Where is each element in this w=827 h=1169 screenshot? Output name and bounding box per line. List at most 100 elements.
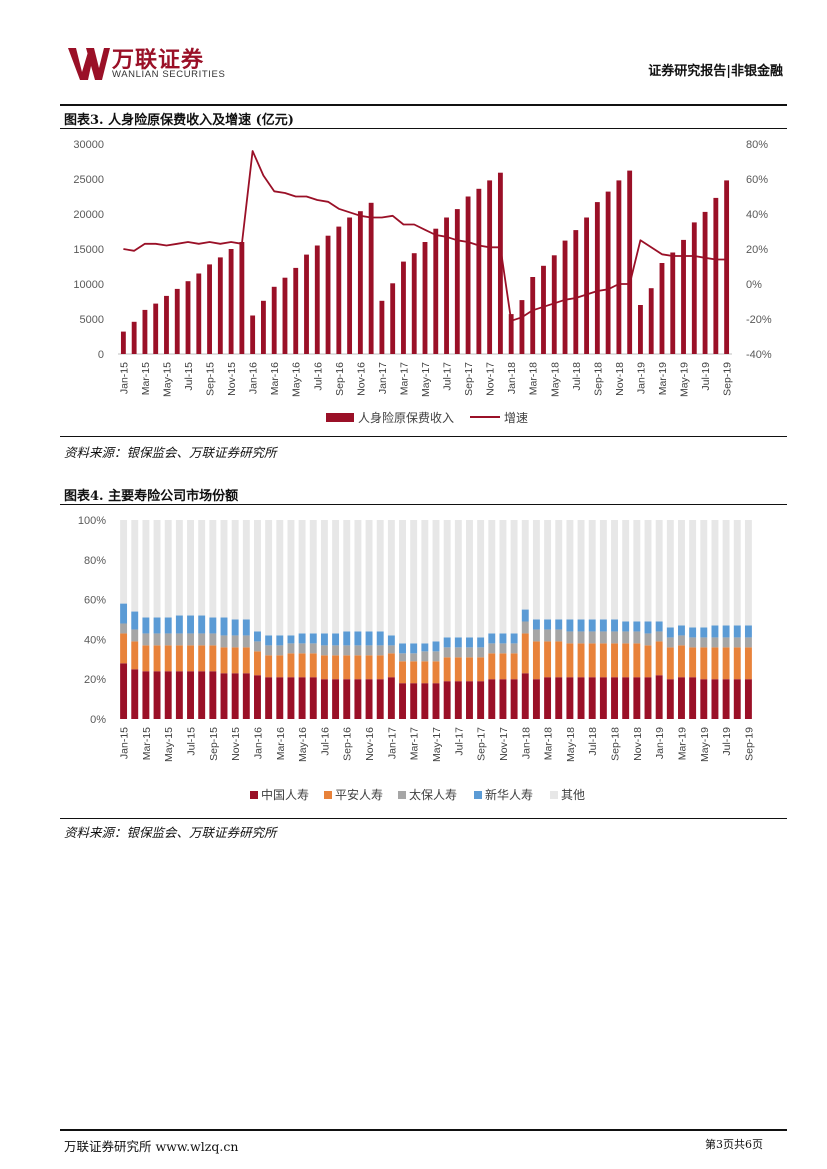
x-tick-label: Sep-16 [342,727,354,761]
share-segment-5 [744,520,752,626]
x-tick-label: Sep-18 [592,362,604,396]
share-segment-5 [332,520,340,634]
x-tick-label: Jul-17 [453,727,465,756]
share-segment-3 [421,651,429,662]
share-segment-5 [153,520,161,618]
page-header: 万联证券 WANLIAN SECURITIES 证券研究报告|非银金融 [60,40,787,104]
x-tick-label: May-17 [420,362,432,397]
legend-line-label: 增速 [504,411,528,425]
share-segment-2 [142,645,150,672]
share-segment-5 [689,520,697,628]
share-segment-3 [744,637,752,648]
share-segment-5 [399,520,406,644]
x-tick-label: Sep-19 [722,362,734,396]
share-segment-3 [588,631,596,644]
share-segment-3 [566,631,574,644]
share-segment-1 [399,683,406,719]
share-segment-1 [209,671,217,719]
share-segment-4 [365,631,373,646]
share-segment-5 [131,520,139,612]
share-segment-5 [343,520,351,632]
share-segment-4 [332,633,340,646]
premium-bar [282,277,288,354]
share-segment-1 [510,679,518,719]
x-tick-label: Jul-16 [319,727,331,756]
premium-bar [702,211,708,354]
y-axis-tick-label: 80% [84,555,106,567]
left-axis-tick-label: 30000 [73,139,104,151]
premium-bar [325,235,331,354]
share-segment-2 [410,661,418,684]
share-segment-3 [287,643,295,654]
share-segment-4 [287,635,295,644]
figure4-source: 资料来源：银保监会、万联证券研究所 [64,825,277,840]
premium-bar [401,261,406,354]
share-segment-4 [711,625,719,638]
premium-bar [390,283,396,354]
share-segment-4 [655,621,663,632]
share-segment-5 [577,520,585,620]
share-segment-1 [488,679,496,719]
share-segment-2 [521,633,529,674]
share-segment-5 [164,520,172,618]
premium-bar [648,288,654,354]
premium-bar [196,273,202,354]
premium-bar [530,277,536,354]
share-segment-4 [354,631,362,646]
share-segment-3 [666,637,674,648]
share-segment-5 [555,520,563,620]
share-segment-2 [220,647,228,674]
share-segment-5 [242,520,250,620]
share-segment-2 [689,647,697,678]
share-segment-3 [276,645,284,656]
premium-bar [260,300,266,354]
share-segment-1 [521,673,529,719]
share-segment-1 [254,675,261,719]
x-tick-label: Jan-17 [377,362,389,394]
share-segment-4 [454,637,462,648]
logo-english-name: WANLIAN SECURITIES [112,69,226,80]
right-axis-tick-label: -40% [746,349,772,361]
share-segment-3 [242,635,250,648]
premium-bar [454,209,460,354]
x-tick-label: Mar-19 [676,727,688,760]
x-tick-label: Jan-19 [635,362,647,394]
premium-bar [487,180,493,354]
x-tick-label: Sep-19 [743,727,755,761]
share-segment-1 [365,679,373,719]
legend-label: 太保人寿 [409,787,457,802]
share-segment-3 [198,633,206,646]
share-segment-4 [242,619,250,636]
share-segment-3 [700,637,708,648]
premium-bar [497,172,503,354]
share-segment-2 [733,647,741,680]
share-segment-1 [410,683,418,719]
share-segment-1 [622,677,630,719]
share-segment-2 [254,651,261,676]
share-segment-2 [187,645,194,672]
share-segment-1 [354,679,362,719]
share-segment-1 [242,673,250,719]
premium-bar [691,222,697,354]
x-tick-label: Jul-18 [571,362,583,391]
share-segment-5 [376,520,384,632]
share-segment-3 [365,645,373,656]
share-segment-5 [722,520,730,626]
growth-rate-line [123,150,727,322]
share-segment-4 [209,617,217,634]
share-segment-3 [231,635,239,648]
x-tick-label: Sep-15 [205,362,217,396]
share-segment-4 [298,633,306,644]
share-segment-5 [733,520,741,626]
share-segment-4 [120,603,128,624]
share-segment-2 [510,653,518,680]
share-segment-1 [477,681,485,719]
footer-website: 万联证券研究所 www.wlzq.cn [64,1139,239,1154]
left-axis-tick-label: 20000 [73,209,104,221]
share-segment-5 [700,520,708,628]
share-segment-1 [599,677,607,719]
share-segment-1 [142,671,150,719]
premium-bar [724,180,730,354]
x-tick-label: Sep-18 [610,727,622,761]
share-segment-2 [532,641,540,680]
